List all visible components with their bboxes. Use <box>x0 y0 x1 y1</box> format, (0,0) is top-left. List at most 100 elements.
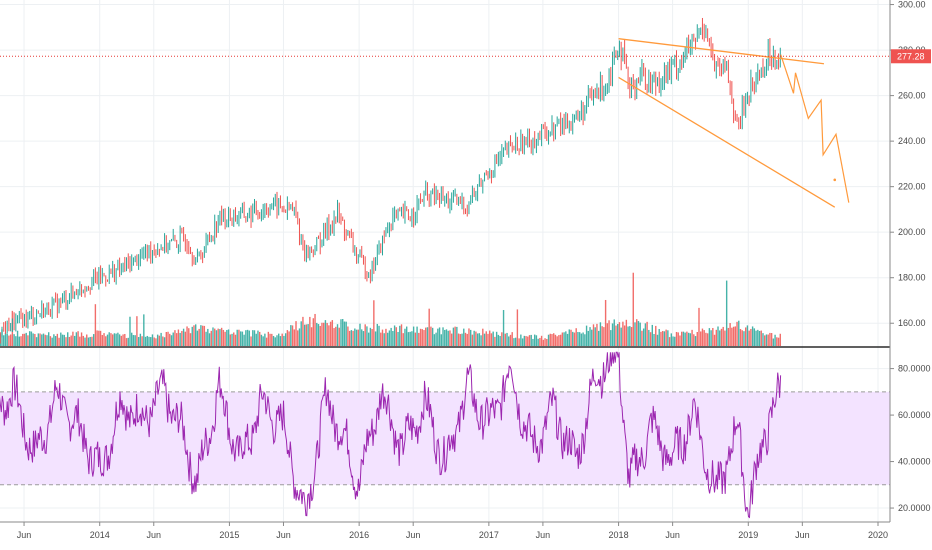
y-tick-label: 240.00 <box>898 136 926 146</box>
volume-bar <box>667 330 669 346</box>
projected-decline[interactable] <box>780 54 850 203</box>
volume-bar <box>175 333 178 346</box>
volume-bar <box>68 336 71 346</box>
volume-bar <box>22 333 24 346</box>
x-tick-label: 2016 <box>349 530 369 540</box>
volume-bar <box>708 328 711 346</box>
volume-bar <box>357 329 359 346</box>
volume-bar <box>245 330 247 346</box>
volume-bar <box>96 330 98 346</box>
volume-bar <box>136 316 138 346</box>
volume-bar <box>392 330 394 346</box>
volume-bar <box>741 330 743 346</box>
volume-bar <box>103 333 105 346</box>
volume-bar <box>457 333 460 346</box>
volume-bar <box>489 330 491 346</box>
volume-bar <box>269 333 271 346</box>
volume-bar <box>174 330 176 346</box>
volume-bar <box>698 307 700 346</box>
volume-bar <box>402 333 404 346</box>
volume-bar <box>480 335 482 346</box>
volume-bar <box>549 333 551 346</box>
volume-bar <box>361 329 363 346</box>
volume-bar <box>570 329 572 346</box>
volume-bar <box>739 329 742 346</box>
volume-bar <box>189 333 192 346</box>
volume-bar <box>342 318 344 346</box>
volume-bar <box>438 327 441 346</box>
volume-bar <box>409 331 411 346</box>
volume-bar <box>61 334 64 346</box>
volume-bar <box>473 330 475 346</box>
volume-bar <box>105 336 107 346</box>
volume-bar <box>347 326 349 346</box>
lower-trendline[interactable] <box>618 76 836 208</box>
volume-bar <box>179 332 181 346</box>
volume-bar <box>359 323 361 346</box>
volume-bar <box>385 328 387 346</box>
volume-bar <box>20 336 22 346</box>
volume-bar <box>329 321 332 346</box>
x-tick-label: 2017 <box>479 530 499 540</box>
volume-bar <box>378 325 380 346</box>
volume-bar <box>556 336 558 346</box>
volume-bar <box>167 331 169 346</box>
volume-bar <box>674 336 676 346</box>
volume-bar <box>369 327 372 346</box>
volume-bar <box>37 333 40 346</box>
volume-bar <box>8 335 10 346</box>
volume-bar <box>655 325 657 346</box>
volume-bar <box>158 335 161 346</box>
volume-bar <box>682 331 685 346</box>
volume-bar <box>568 329 570 346</box>
volume-bar <box>73 335 76 346</box>
volume-bar <box>300 321 302 346</box>
volume-bar <box>265 337 268 346</box>
volume-bar <box>388 330 391 346</box>
volume-bar <box>566 333 569 346</box>
volume-bar <box>231 333 233 346</box>
volume-bar <box>577 332 579 346</box>
volume-bar <box>258 331 261 346</box>
volume-bar <box>367 332 370 346</box>
current-price-label: 277.28 <box>897 51 925 61</box>
volume-bar <box>691 329 693 346</box>
volume-bar <box>298 328 301 346</box>
volume-bar <box>80 332 83 346</box>
volume-bar <box>215 330 218 346</box>
volume-bar <box>684 332 686 346</box>
volume-bar <box>374 331 377 346</box>
volume-bar <box>660 331 662 346</box>
upper-trendline[interactable] <box>618 38 825 65</box>
volume-bar <box>262 336 264 346</box>
projection-end-dot[interactable] <box>833 178 837 182</box>
volume-bar <box>696 332 698 346</box>
volume-bar <box>751 326 754 346</box>
volume-bar <box>222 329 225 346</box>
volume-bar <box>585 325 588 346</box>
volume-bar <box>60 332 62 346</box>
volume-bar <box>617 324 619 346</box>
volume-bar <box>492 331 494 346</box>
volume-bar <box>514 337 517 346</box>
volume-bar <box>596 323 598 346</box>
volume-bar <box>744 327 747 346</box>
volume-bar <box>82 335 84 346</box>
volume-bar <box>580 333 583 346</box>
volume-bar <box>437 328 439 346</box>
volume-bar <box>286 330 289 346</box>
volume-bar <box>582 332 584 346</box>
volume-bar <box>478 333 481 346</box>
volume-bars <box>0 272 781 346</box>
drawings[interactable] <box>618 38 850 208</box>
volume-bar <box>613 319 615 346</box>
volume-bar <box>205 331 207 346</box>
volume-bar <box>227 329 230 346</box>
volume-bar <box>518 338 520 346</box>
volume-bar <box>772 338 775 346</box>
volume-bar <box>98 330 100 346</box>
volume-bar <box>307 324 309 346</box>
volume-bar <box>592 324 595 346</box>
